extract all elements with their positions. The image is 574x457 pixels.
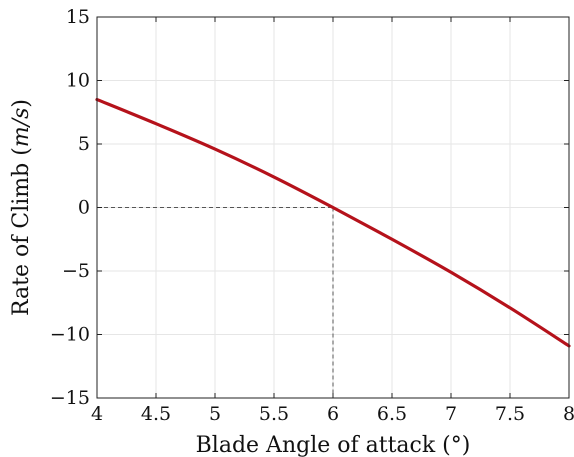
y-tick-label: 0 — [78, 197, 90, 219]
x-tick-label: 6.5 — [377, 403, 407, 425]
y-tick-labels: −15 −10 −5 0 5 10 15 — [50, 6, 90, 409]
y-tick-label: 15 — [66, 6, 90, 28]
series-line-0 — [95, 97, 571, 348]
reference-lines — [97, 207, 334, 398]
x-tick-label: 8 — [563, 403, 574, 425]
x-tick-label: 5 — [209, 403, 221, 425]
y-tick-label: −10 — [50, 324, 90, 346]
x-tick-label: 4.5 — [141, 403, 171, 425]
x-tick-label: 5.5 — [259, 403, 289, 425]
ticks — [96, 16, 570, 399]
y-tick-label: 5 — [78, 133, 90, 155]
x-tick-labels: 4 4.5 5 5.5 6 6.5 7 7.5 8 — [91, 403, 574, 425]
y-tick-label: 10 — [66, 70, 90, 92]
x-axis-label: Blade Angle of attack (°) — [196, 433, 471, 457]
y-tick-label: −15 — [50, 387, 90, 409]
series-group — [95, 97, 571, 348]
x-tick-label: 4 — [91, 403, 103, 425]
x-tick-label: 6 — [327, 403, 339, 425]
y-tick-label: −5 — [62, 260, 90, 282]
y-axis-label: Rate of Climb (m/s) — [9, 99, 34, 316]
x-tick-label: 7.5 — [495, 403, 525, 425]
x-tick-label: 7 — [445, 403, 457, 425]
